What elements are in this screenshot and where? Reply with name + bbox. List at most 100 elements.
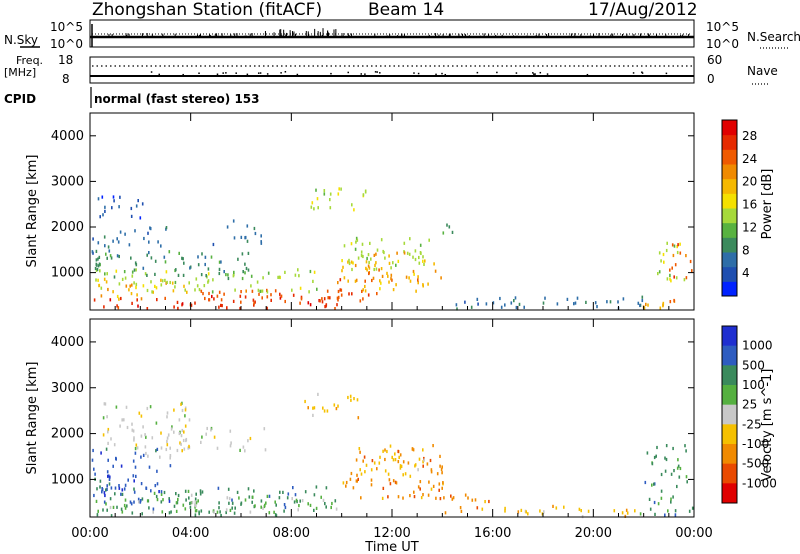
echo-cell <box>464 300 466 304</box>
echo-cell <box>246 224 249 228</box>
echo-cell <box>218 267 221 271</box>
echo-cell <box>128 243 131 247</box>
colorbar-tick-label: 16 <box>742 198 757 212</box>
echo-cell <box>250 274 253 278</box>
x-axis-label: Time UT <box>364 540 418 554</box>
echo-cell <box>104 209 106 213</box>
echo-cell <box>676 466 679 470</box>
echo-cell <box>514 296 517 300</box>
echo-cell <box>387 472 390 476</box>
echo-cell <box>355 458 358 462</box>
echo-cell <box>142 453 145 457</box>
echo-cell <box>353 208 355 212</box>
echo-cell <box>154 484 157 488</box>
echo-cell <box>286 496 289 500</box>
echo-cell <box>260 505 262 509</box>
echo-cell <box>184 507 187 511</box>
echo-cell <box>166 415 168 419</box>
echo-cell <box>196 284 199 288</box>
echo-cell <box>279 292 281 296</box>
echo-cell <box>573 302 575 306</box>
echo-cell <box>136 446 139 450</box>
echo-cell <box>160 283 163 287</box>
echo-cell <box>225 510 227 515</box>
echo-cell <box>444 511 447 515</box>
echo-cell <box>220 260 222 264</box>
echo-cell <box>164 296 166 300</box>
echo-cell <box>403 251 406 255</box>
echo-cell <box>525 510 527 514</box>
echo-cell <box>476 506 479 510</box>
echo-cell <box>124 483 127 487</box>
echo-cell <box>278 275 281 279</box>
echo-cell <box>164 278 166 282</box>
echo-cell <box>93 493 95 498</box>
echo-cell <box>326 409 329 413</box>
echo-cell <box>182 273 185 277</box>
echo-cell <box>148 240 150 244</box>
echo-cell <box>651 462 654 466</box>
freq-dot <box>515 72 518 74</box>
freq-dot <box>222 72 224 74</box>
echo-cell <box>381 496 384 500</box>
echo-cell <box>109 497 112 501</box>
echo-cell <box>228 496 231 501</box>
echo-cell <box>413 272 415 276</box>
echo-cell <box>236 490 239 494</box>
echo-cell <box>166 439 168 443</box>
echo-cell <box>194 509 197 513</box>
echo-cell <box>500 305 503 309</box>
echo-cell <box>613 509 616 513</box>
colorbar-segment <box>722 404 737 425</box>
echo-cell <box>651 483 653 487</box>
echo-cell <box>127 478 129 482</box>
echo-cell <box>422 493 424 497</box>
echo-cell <box>145 486 148 490</box>
echo-cell <box>253 301 255 305</box>
echo-cell <box>647 303 649 307</box>
freq-dot <box>539 71 542 74</box>
echo-cell <box>181 428 184 433</box>
echo-cell <box>504 303 506 307</box>
echo-cell <box>670 279 672 283</box>
echo-cell <box>190 303 193 307</box>
echo-cell <box>113 443 116 447</box>
echo-cell <box>283 509 285 513</box>
echo-cell <box>176 448 179 453</box>
echo-cell <box>150 489 152 493</box>
echo-cell <box>674 509 677 513</box>
echo-cell <box>247 439 249 443</box>
freq-dot <box>259 72 262 74</box>
echo-cell <box>337 298 339 302</box>
echo-cell <box>432 444 434 448</box>
echo-cell <box>617 300 619 304</box>
echo-cell <box>107 245 110 249</box>
echo-cell <box>360 472 363 476</box>
echo-cell <box>113 199 115 203</box>
echo-cell <box>110 486 113 490</box>
echo-cell <box>361 242 364 246</box>
nave-label: Nave <box>747 64 778 78</box>
beam-label: Beam 14 <box>368 0 444 20</box>
echo-cell <box>233 236 236 240</box>
echo-cell <box>144 445 147 449</box>
echo-cell <box>297 508 299 512</box>
echo-cell <box>364 284 366 289</box>
echo-cell <box>119 195 121 199</box>
freq-dot <box>280 72 282 74</box>
echo-cell <box>133 268 136 272</box>
echo-cell <box>103 491 106 495</box>
echo-cell <box>275 514 278 518</box>
echo-cell <box>450 494 452 498</box>
echo-cell <box>170 427 173 431</box>
echo-cell <box>580 509 582 513</box>
echo-cell <box>315 188 317 192</box>
freq-dot <box>150 71 153 73</box>
echo-cell <box>228 501 230 505</box>
echo-cell <box>156 447 159 451</box>
echo-cell <box>210 428 212 432</box>
freq-dot <box>182 73 184 76</box>
echo-cell <box>107 474 109 478</box>
echo-cell <box>103 235 106 239</box>
colorbar-segment <box>722 483 737 504</box>
